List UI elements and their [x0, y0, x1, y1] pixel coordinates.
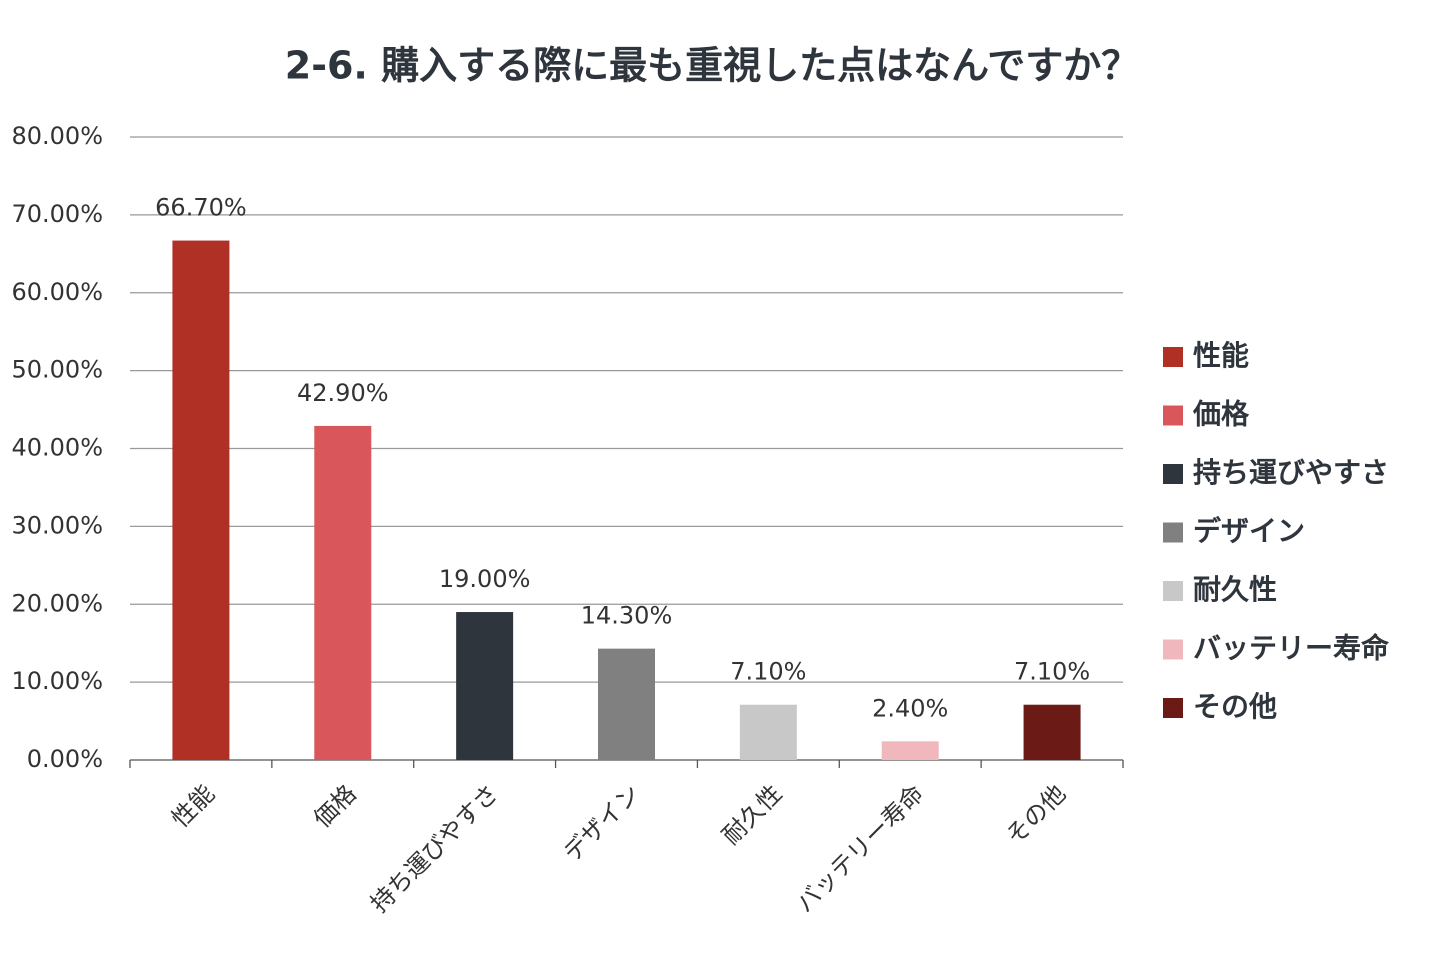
bar — [1023, 704, 1081, 760]
x-tick-label: 耐久性 — [717, 779, 788, 850]
legend-label: デザイン — [1193, 515, 1305, 548]
legend-swatch — [1163, 639, 1183, 660]
legend-label: その他 — [1193, 690, 1277, 723]
x-tick-label: 価格 — [308, 779, 362, 833]
y-tick-label: 30.00% — [11, 511, 103, 539]
bar — [739, 704, 797, 760]
legend-swatch — [1163, 698, 1183, 718]
legend-label: バッテリー寿命 — [1193, 632, 1390, 665]
y-tick-label: 70.00% — [11, 200, 103, 228]
value-label: 7.10% — [1014, 658, 1090, 686]
x-tick-label: バッテリー寿命 — [791, 779, 930, 918]
y-tick-label: 10.00% — [11, 667, 103, 695]
bar — [172, 240, 230, 761]
legend-swatch — [1163, 347, 1183, 367]
legend-swatch — [1163, 464, 1183, 484]
x-tick-label: その他 — [1001, 779, 1072, 850]
y-tick-label: 60.00% — [11, 278, 103, 306]
legend-label: 性能 — [1193, 339, 1249, 372]
legend-swatch — [1163, 405, 1183, 426]
value-label: 19.00% — [439, 565, 531, 593]
bar — [456, 612, 514, 760]
bar — [881, 741, 939, 760]
y-tick-label: 50.00% — [11, 356, 103, 384]
bar — [314, 425, 372, 760]
legend-swatch — [1163, 581, 1183, 601]
legend-label: 耐久性 — [1193, 573, 1277, 606]
value-label: 7.10% — [730, 658, 806, 686]
value-label: 66.70% — [155, 194, 247, 222]
y-tick-label: 20.00% — [11, 589, 103, 617]
bar — [598, 648, 655, 760]
y-tick-label: 40.00% — [11, 434, 103, 462]
x-tick-label: 性能 — [166, 779, 220, 833]
x-tick-label: デザイン — [558, 779, 646, 867]
legend-label: 持ち運びやすさ — [1193, 456, 1389, 489]
y-tick-label: 0.00% — [27, 745, 103, 773]
legend-swatch — [1163, 522, 1183, 543]
value-label: 14.30% — [581, 602, 673, 630]
chart-title: 2-6. 購入する際に最も重視した点はなんですか？ — [285, 44, 1139, 88]
y-tick-label: 80.00% — [11, 122, 103, 150]
legend-label: 価格 — [1192, 398, 1250, 431]
value-label: 2.40% — [872, 694, 948, 722]
x-tick-label: 持ち運びやすさ — [365, 779, 504, 918]
value-label: 42.90% — [297, 379, 389, 407]
